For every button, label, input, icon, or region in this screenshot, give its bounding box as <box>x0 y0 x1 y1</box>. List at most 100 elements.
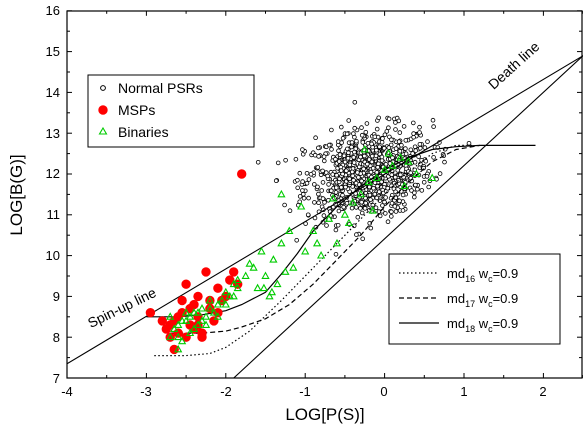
normal-psr-point <box>410 120 416 126</box>
x-tick-label: -1 <box>299 384 311 399</box>
binary-point <box>174 320 183 328</box>
normal-psr-point <box>377 213 383 219</box>
normal-psr-point <box>329 127 334 133</box>
binary-point <box>174 344 183 353</box>
normal-psr-point <box>399 142 404 148</box>
x-tick-labels: -4 -3 -2 -1 0 1 2 <box>61 384 546 399</box>
normal-psr-point <box>392 175 398 180</box>
normal-psr-point <box>350 173 356 179</box>
binary-point <box>289 263 298 271</box>
binary-point <box>267 287 277 296</box>
curve-dashed <box>170 144 481 334</box>
normal-psr-point <box>362 153 367 159</box>
binary-point <box>261 271 270 279</box>
normal-psr-point <box>356 164 362 170</box>
normal-psr-point <box>374 126 380 132</box>
normal-psr-point <box>333 156 338 162</box>
normal-psr-point <box>349 144 354 150</box>
binary-point <box>177 336 187 345</box>
y-axis-title: LOG[B(G)] <box>7 154 26 235</box>
normal-psr-point <box>304 171 310 176</box>
normal-psr-point <box>321 158 327 164</box>
normal-psr-point <box>410 151 415 156</box>
normal-psr-point <box>349 205 355 211</box>
normal-psr-point <box>352 100 358 105</box>
normal-psr-point <box>315 184 320 190</box>
y-tick-label: 10 <box>46 248 60 263</box>
marker-legend-box <box>87 74 255 148</box>
normal-psr-point <box>385 219 391 225</box>
binary-point <box>185 328 195 337</box>
msp-point <box>197 332 207 342</box>
binary-point <box>193 308 203 316</box>
legend-normal-psr-label: Normal PSRs <box>118 80 203 96</box>
normal-psr-point <box>354 139 359 144</box>
binary-point <box>185 312 195 320</box>
normal-psr-point <box>380 136 385 141</box>
normal-psr-point <box>431 124 436 129</box>
y-tick-label: 16 <box>46 3 60 18</box>
normal-psr-point <box>383 162 389 167</box>
normal-psr-point <box>359 210 365 216</box>
binary-point <box>360 144 369 153</box>
binary-point <box>404 157 413 165</box>
binary-point <box>197 316 207 324</box>
normal-psr-point <box>333 227 339 233</box>
normal-psr-point <box>382 132 388 138</box>
normal-psr-point <box>359 125 364 130</box>
normal-psr-point <box>320 168 325 174</box>
msp-point <box>157 316 168 326</box>
normal-psr-point <box>389 201 395 206</box>
normal-psr-point <box>362 206 368 211</box>
legend-normal-psr-marker <box>100 85 106 91</box>
normal-psr-point <box>393 209 399 214</box>
normal-psr-point <box>390 155 395 161</box>
msp-point <box>177 295 187 306</box>
binary-point <box>201 312 211 320</box>
normal-psr-point <box>359 200 364 205</box>
normal-psr-point <box>367 184 372 190</box>
normal-psr-point <box>315 165 321 170</box>
normal-psr-point <box>395 168 401 173</box>
binary-point <box>174 332 183 341</box>
normal-psr-point <box>382 211 388 216</box>
normal-psr-point <box>255 160 261 165</box>
normal-psr-point <box>367 192 373 198</box>
normal-psr-point <box>364 161 370 167</box>
normal-psr-point <box>400 208 406 213</box>
x-axis-title: LOG[P(S)] <box>285 405 364 424</box>
normal-psr-point <box>375 165 381 170</box>
msp-point <box>225 275 235 285</box>
binary-point <box>332 238 342 247</box>
normal-psr-point <box>398 172 403 178</box>
normal-psr-point <box>393 120 398 125</box>
binary-point <box>368 206 377 214</box>
normal-psr-point <box>351 160 357 165</box>
normal-psr-point <box>374 148 379 153</box>
binary-point <box>189 308 199 316</box>
normal-psr-point <box>419 188 425 193</box>
normal-psr-point <box>373 153 379 159</box>
normal-psr-point <box>442 159 447 165</box>
normal-psr-point <box>466 141 472 146</box>
binary-point <box>259 283 269 292</box>
legend-msp-label: MSPs <box>118 102 155 118</box>
binary-point <box>344 218 354 226</box>
normal-psr-point <box>417 145 423 151</box>
binary-point <box>245 259 254 267</box>
y-tick-label: 13 <box>46 126 60 141</box>
normal-psr-point <box>400 192 406 198</box>
normal-psr-point <box>333 190 339 195</box>
binary-point <box>229 291 238 300</box>
normal-psr-point <box>336 159 342 164</box>
normal-psr-point <box>375 184 380 189</box>
normal-psr-point <box>333 185 339 190</box>
normal-psr-point <box>300 179 305 184</box>
normal-psr-point <box>397 198 402 204</box>
normal-psr-point <box>316 154 321 159</box>
line-legend-box <box>388 253 561 345</box>
normal-psr-point <box>351 131 356 136</box>
normal-psr-point <box>437 171 443 176</box>
normal-psr-point <box>335 223 341 228</box>
normal-psr-point <box>384 129 390 134</box>
